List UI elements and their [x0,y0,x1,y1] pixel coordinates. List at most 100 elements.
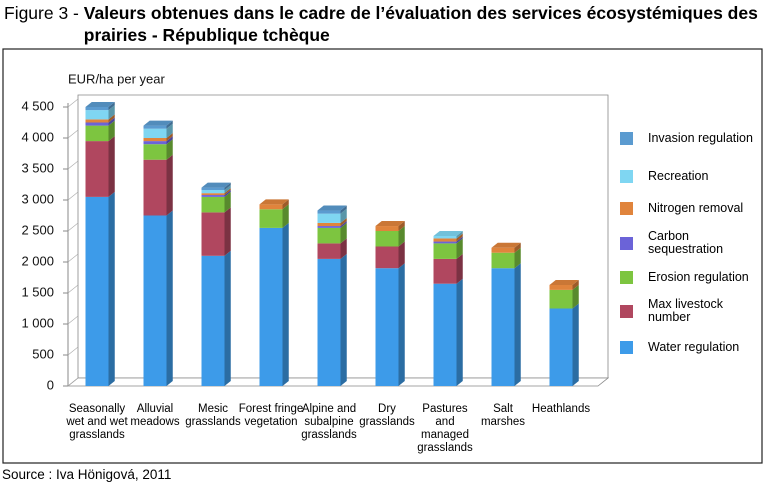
grid-line [67,315,79,325]
legend-swatch [620,341,633,354]
bar-segment [433,235,457,239]
bar-side [224,182,231,191]
chart-title: Valeurs obtenues dans le cadre de l’éval… [83,3,758,45]
bar-side [340,222,347,244]
bar-top [201,182,231,188]
bar-segment [375,226,399,231]
bar-side [456,238,463,259]
bar-side [108,191,115,386]
bar-side [108,117,115,126]
bar-side [572,284,579,309]
bar-side [166,154,173,216]
bar-segment [85,107,109,111]
bar-segment [143,144,167,160]
x-tick-label: Alpine and subalpine grasslands [301,403,357,441]
bar-side [340,253,347,386]
bar-side [398,226,405,247]
grid-line [67,191,79,201]
bar-side [166,123,173,138]
bar-top [433,230,463,236]
bar-side [224,185,231,194]
bar-segment [259,204,283,210]
bar-segment [433,241,457,244]
bar-segment [85,110,109,120]
y-tick-label: 1 000 [21,315,54,330]
bar-segment [491,252,515,269]
x-tick-label: Heathlands [531,403,591,415]
grid-line [67,346,79,356]
x-tick-label: Forest fringe vegetation [238,403,304,428]
bar-top [491,242,521,248]
bar-side [282,199,289,210]
legend-label: Erosion regulation [648,269,749,284]
bar-segment [201,212,225,256]
bar-segment [201,190,225,194]
bar-segment [201,196,225,213]
y-tick-label: 0 [47,377,54,392]
bar-segment [85,125,109,142]
y-tick-label: 3 000 [21,191,54,206]
bar-segment [143,159,167,216]
bar-side [340,221,347,228]
legend-swatch [620,271,633,284]
bar-segment [259,227,283,386]
y-tick-label: 1 500 [21,284,54,299]
bar-top [549,279,579,285]
bar-segment [317,243,341,259]
legend-label: Carbon sequestration [648,229,724,256]
bar-side [282,204,289,228]
bar-side [456,278,463,386]
bar-segment [143,215,167,386]
bar-segment [317,222,341,227]
title-block: Figure 3 - Valeurs obtenues dans le cadr… [4,2,764,46]
bar-side [224,190,231,197]
grid-line [67,160,79,170]
y-tick-label: 4 500 [21,98,54,113]
y-tick-label: 4 000 [21,129,54,144]
bar-top [85,102,115,107]
bar-side [224,188,231,196]
grid-line [67,253,79,263]
legend-label: Recreation [648,168,709,183]
y-tick-label: 2 500 [21,222,54,237]
grid-line [67,222,79,232]
bar-segment [259,209,283,228]
bar-top [317,205,347,211]
bar-side [224,191,231,213]
bar-segment [433,283,457,386]
bar-segment [85,122,109,126]
bar-top [259,199,289,205]
y-axis-label: EUR/ha per year [68,71,165,86]
bar-side [108,114,115,123]
bar-segment [549,284,573,290]
bar-side [282,222,289,386]
bar-segment [317,258,341,386]
bar-segment [491,247,515,253]
bar-side [514,242,521,253]
bar-segment [549,308,573,386]
legend-label: Water regulation [648,339,740,354]
grid-line [67,98,79,108]
bar-segment [433,243,457,259]
x-tick-label: Mesic grasslands [185,403,241,428]
bar-segment [143,138,167,142]
bar-side [340,238,347,259]
bar-segment [317,213,341,223]
grid-line [67,129,79,139]
bar-side [340,205,347,214]
bar-segment [433,258,457,284]
legend-swatch [620,305,633,318]
legend-swatch [620,170,633,183]
bar-segment [85,119,109,123]
y-tick-label: 3 500 [21,160,54,175]
bar-side [166,120,173,129]
bar-side [398,221,405,231]
bar-side [456,233,463,242]
legend-label: Nitrogen removal [648,200,744,215]
x-tick-label: Seasonally wet and wet grasslands [66,403,128,441]
bar-side [340,208,347,223]
legend-swatch [620,202,633,215]
grid-line [67,377,79,387]
x-tick-label: Dry grasslands [359,403,415,428]
